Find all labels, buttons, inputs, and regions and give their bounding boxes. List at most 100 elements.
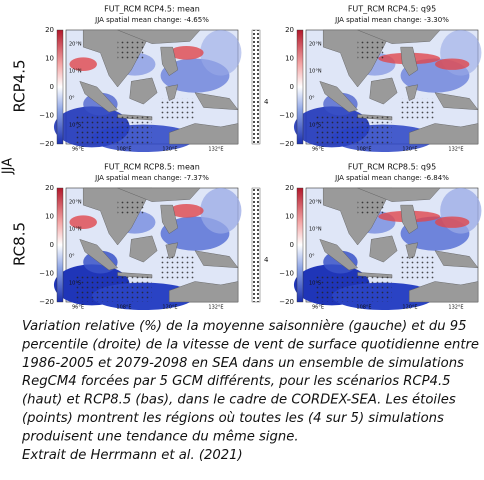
stipple bbox=[74, 273, 152, 302]
lat-label: 0° bbox=[69, 254, 75, 260]
lon-label: 96°E bbox=[72, 147, 84, 153]
stipple bbox=[400, 256, 435, 280]
panel-subtitle: JJA spatial mean change: -3.30% bbox=[334, 16, 449, 24]
land bbox=[369, 77, 398, 105]
map-panel: FUT_RCM RCP4.5: mean JJA spatial mean cha… bbox=[39, 5, 269, 153]
colorbar-tick-label: −10 bbox=[279, 112, 294, 120]
lon-label: 120°E bbox=[162, 147, 177, 153]
land bbox=[168, 123, 239, 145]
lon-label: 120°E bbox=[162, 305, 177, 311]
lon-label: 132°E bbox=[208, 147, 223, 153]
colorbar-tick-label: 0 bbox=[50, 241, 54, 249]
lon-label: 108°E bbox=[116, 305, 131, 311]
map-panel: FUT_RCM RCP4.5: q95 JJA spatial mean chan… bbox=[279, 5, 482, 153]
lat-label: 10°S bbox=[69, 281, 81, 287]
row-label: RC8.5 bbox=[11, 222, 29, 266]
lat-label: 20°N bbox=[69, 42, 82, 48]
lat-label: 0° bbox=[309, 96, 315, 102]
increase-area bbox=[435, 58, 470, 70]
land bbox=[400, 46, 419, 76]
stipple bbox=[357, 199, 384, 217]
map-panel: FUT_RCM RCP8.5: q95 JJA spatial mean chan… bbox=[279, 163, 482, 311]
land bbox=[319, 80, 358, 113]
land bbox=[194, 92, 239, 111]
lat-label: 10°S bbox=[309, 281, 321, 287]
colorbar-tick-label: 10 bbox=[285, 55, 294, 63]
panel-subtitle: JJA spatial mean change: -4.65% bbox=[94, 16, 209, 24]
colorbar-tick-label: −10 bbox=[39, 112, 54, 120]
land bbox=[160, 204, 179, 234]
colorbar-tick-label: 20 bbox=[45, 184, 54, 192]
panel-title: FUT_RCM RCP8.5: mean bbox=[104, 163, 200, 172]
lat-label: 10°S bbox=[309, 123, 321, 129]
caption-line: produisent une tendance du même signe. bbox=[21, 428, 299, 444]
caption-line: 1986-2005 et 2079-2098 en SEA dans un en… bbox=[22, 356, 464, 371]
colorbar-tick-label: 10 bbox=[45, 55, 54, 63]
row-label: RCP4.5 bbox=[11, 59, 29, 112]
land bbox=[409, 281, 479, 303]
stipple-legend bbox=[251, 187, 261, 303]
colorbar-tick-label: 10 bbox=[285, 213, 294, 221]
stipple bbox=[400, 98, 435, 122]
lat-label: 10°N bbox=[309, 69, 322, 75]
land bbox=[319, 238, 358, 271]
colorbar-tick-label: −20 bbox=[39, 298, 54, 306]
colorbar-tick-label: 20 bbox=[45, 26, 54, 34]
colorbar-tick-label: −20 bbox=[279, 140, 294, 148]
lat-label: 0° bbox=[69, 96, 75, 102]
lat-label: 20°N bbox=[309, 42, 322, 48]
colorbar-tick-label: 0 bbox=[50, 83, 54, 91]
land bbox=[168, 281, 239, 303]
land bbox=[409, 123, 479, 145]
increase-area bbox=[69, 57, 97, 72]
lon-label: 120°E bbox=[402, 147, 417, 153]
colorbar bbox=[56, 187, 64, 303]
lon-label: 96°E bbox=[312, 147, 324, 153]
colorbar-tick-label: 10 bbox=[45, 213, 54, 221]
land bbox=[400, 204, 419, 234]
colorbar-tick-label: 20 bbox=[285, 26, 294, 34]
change-area bbox=[200, 188, 242, 234]
stipple bbox=[160, 256, 195, 280]
lon-label: 108°E bbox=[116, 147, 131, 153]
panel-subtitle: JJA spatial mean change: -7.37% bbox=[94, 174, 209, 182]
land bbox=[129, 235, 158, 263]
colorbar-tick-label: 0 bbox=[290, 241, 294, 249]
land bbox=[434, 250, 479, 269]
increase-area bbox=[169, 45, 204, 60]
lat-label: 20°N bbox=[69, 200, 82, 206]
lon-label: 132°E bbox=[448, 305, 463, 311]
lat-label: 10°N bbox=[69, 227, 82, 233]
stipple-legend-label: 4 bbox=[264, 256, 269, 264]
colorbar-tick-label: −10 bbox=[279, 270, 294, 278]
lat-label: 20°N bbox=[309, 200, 322, 206]
land bbox=[117, 187, 201, 202]
caption-line: percentile (droite) de la vitesse de ven… bbox=[21, 337, 479, 352]
lon-label: 108°E bbox=[356, 147, 371, 153]
lat-label: 0° bbox=[309, 254, 315, 260]
panel-title: FUT_RCM RCP4.5: q95 bbox=[348, 5, 436, 14]
season-label: JJA bbox=[1, 158, 16, 175]
increase-area bbox=[169, 203, 204, 218]
caption-line: Variation relative (%) de la moyenne sai… bbox=[22, 318, 467, 334]
stipple bbox=[357, 41, 384, 59]
caption-line: (points) montrent les régions où toutes … bbox=[22, 410, 444, 426]
lon-label: 96°E bbox=[312, 305, 324, 311]
colorbar-tick-label: −20 bbox=[39, 140, 54, 148]
panel-title: FUT_RCM RCP8.5: q95 bbox=[348, 163, 436, 172]
lon-label: 96°E bbox=[72, 305, 84, 311]
caption-line: (haut) et RCP8.5 (bas), dans le cadre de… bbox=[22, 392, 456, 408]
stipple bbox=[314, 115, 392, 144]
change-area bbox=[200, 30, 242, 76]
land bbox=[117, 29, 201, 44]
map-panel: FUT_RCM RCP8.5: mean JJA spatial mean cha… bbox=[39, 163, 269, 311]
land bbox=[79, 80, 118, 113]
stipple bbox=[117, 41, 144, 59]
stipple bbox=[160, 98, 195, 122]
land bbox=[129, 77, 158, 105]
stipple bbox=[314, 273, 392, 302]
land bbox=[369, 235, 398, 263]
colorbar bbox=[56, 29, 64, 145]
stipple bbox=[117, 199, 144, 217]
